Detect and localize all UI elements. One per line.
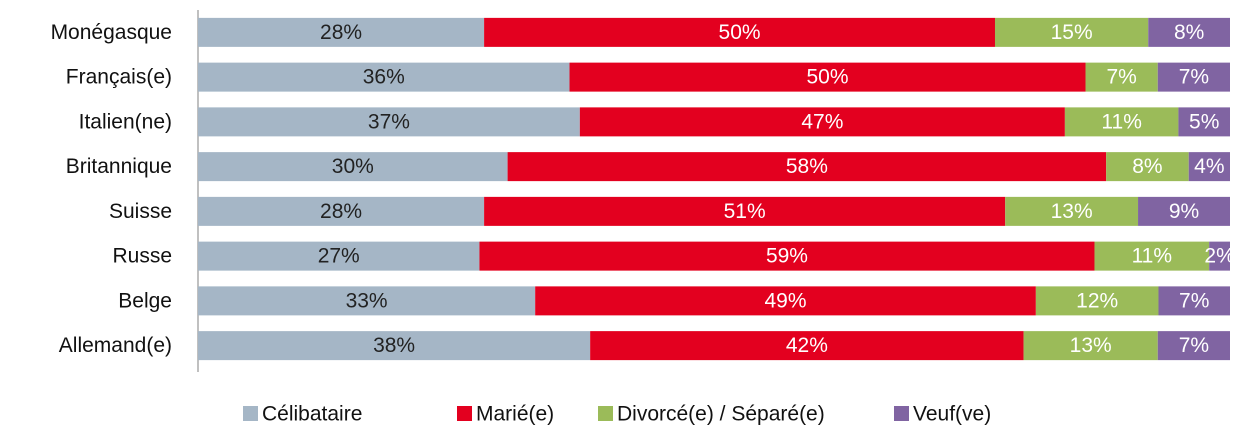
bar-segment <box>1157 62 1230 92</box>
data-label: 59% <box>766 245 808 268</box>
data-label: 37% <box>368 110 410 133</box>
y-tick-label: Britannique <box>66 155 172 178</box>
data-label: 8% <box>1132 155 1162 178</box>
bar-segment <box>1158 286 1230 316</box>
data-label: 11% <box>1132 245 1172 268</box>
bar-segment <box>198 241 480 271</box>
bar-segment <box>198 17 485 47</box>
legend-label: Veuf(ve) <box>913 403 991 426</box>
data-label: 4% <box>1194 155 1224 178</box>
bar-segment <box>198 152 508 182</box>
legend-swatch <box>243 406 258 421</box>
data-label: 51% <box>724 200 766 223</box>
data-label: 11% <box>1101 110 1141 133</box>
data-label: 7% <box>1179 66 1209 89</box>
data-label: 7% <box>1179 334 1209 357</box>
bar-segment <box>1157 331 1230 361</box>
legend-label: Célibataire <box>262 403 362 426</box>
bar-segment <box>1064 107 1179 137</box>
data-label: 50% <box>719 21 761 44</box>
bar-segment <box>1178 107 1230 137</box>
legend-swatch <box>598 406 613 421</box>
data-label: 13% <box>1051 200 1093 223</box>
bar-segment <box>484 196 1006 226</box>
bar-segment <box>484 17 995 47</box>
data-label: 49% <box>765 289 807 312</box>
bar-segment <box>579 107 1065 137</box>
bar-segment <box>198 107 580 137</box>
data-label: 47% <box>801 110 843 133</box>
data-label: 7% <box>1106 66 1136 89</box>
y-tick-label: Suisse <box>109 200 172 223</box>
bar-segment <box>198 286 536 316</box>
data-label: 9% <box>1169 200 1199 223</box>
bar-segment <box>1023 331 1158 361</box>
bar-segment <box>198 196 485 226</box>
data-label: 28% <box>320 21 362 44</box>
bar-segment <box>1188 152 1230 182</box>
data-label: 12% <box>1076 289 1118 312</box>
bar-segment <box>590 331 1024 361</box>
data-label: 8% <box>1174 21 1204 44</box>
bar-segment <box>535 286 1036 316</box>
data-label: 13% <box>1070 334 1112 357</box>
bar-segment <box>1106 152 1189 182</box>
bar-segment <box>1148 17 1230 47</box>
bar-segment <box>1209 241 1230 271</box>
data-label: 7% <box>1179 289 1209 312</box>
data-label: 28% <box>320 200 362 223</box>
bar-segment <box>1085 62 1158 92</box>
bar-segment <box>569 62 1086 92</box>
bar-segment <box>1138 196 1230 226</box>
bar-segment <box>1094 241 1210 271</box>
bar-segment <box>198 331 591 361</box>
data-label: 36% <box>363 66 405 89</box>
y-tick-label: Allemand(e) <box>59 334 172 357</box>
data-label: 42% <box>786 334 828 357</box>
data-label: 58% <box>786 155 828 178</box>
legend-label: Marié(e) <box>476 403 554 426</box>
y-tick-label: Monégasque <box>51 21 172 44</box>
legend-swatch <box>894 406 909 421</box>
bar-segment <box>507 152 1107 182</box>
y-tick-label: Belge <box>118 289 172 312</box>
data-label: 50% <box>807 66 849 89</box>
data-label: 33% <box>346 289 388 312</box>
legend-swatch <box>457 406 472 421</box>
data-label: 5% <box>1189 110 1219 133</box>
data-label: 38% <box>373 334 415 357</box>
data-label: 15% <box>1051 21 1093 44</box>
bar-segment <box>479 241 1095 271</box>
data-label: 2% <box>1204 245 1234 268</box>
y-tick-label: Français(e) <box>66 66 172 89</box>
legend-label: Divorcé(e) / Séparé(e) <box>617 403 825 426</box>
bar-segment <box>994 17 1149 47</box>
data-label: 27% <box>318 245 360 268</box>
bar-segment <box>198 62 570 92</box>
y-tick-label: Italien(ne) <box>79 110 172 133</box>
data-label: 30% <box>332 155 374 178</box>
bar-segment <box>1005 196 1139 226</box>
bar-segment <box>1035 286 1159 316</box>
y-tick-label: Russe <box>112 245 172 268</box>
